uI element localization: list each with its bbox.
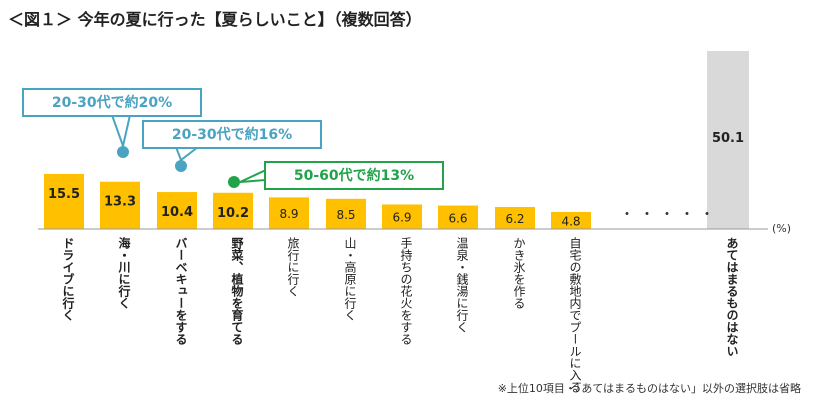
bar-4 <box>269 197 309 229</box>
category-label-1: 海・川に行く <box>117 236 131 309</box>
category-label-4: 旅行に行く <box>286 237 300 297</box>
callout-pointer-0 <box>110 114 132 150</box>
callout-dot-0 <box>117 146 129 158</box>
category-label-5: 山・高原に行く <box>343 237 357 321</box>
category-label-8: かき氷を作る <box>512 237 526 309</box>
bar-5 <box>326 198 366 229</box>
bar-8 <box>495 206 535 229</box>
ellipsis: ・・・・・ <box>620 207 720 223</box>
value-label-2: 10.4 <box>161 205 193 220</box>
category-label-6: 手持ちの花火をする <box>399 237 413 345</box>
bar-6 <box>382 204 422 229</box>
bar-3 <box>213 192 253 229</box>
callout-vegetables-20-30: 20-30代で約16% <box>142 120 322 149</box>
category-label-10: あてはまるものはない <box>725 237 739 357</box>
category-label-0: ドライブに行く <box>61 237 75 321</box>
category-label-3: 野菜、植物を育てる <box>230 237 244 345</box>
value-label-5: 8.5 <box>336 208 355 222</box>
callout-pointer-2 <box>239 168 267 183</box>
value-label-3: 10.2 <box>217 206 249 221</box>
category-label-9: 自宅の敷地内でプールに入る <box>568 237 582 393</box>
value-label-0: 15.5 <box>48 187 80 202</box>
value-label-7: 6.6 <box>448 211 467 225</box>
chart-title: ＜図１＞ 今年の夏に行った【夏らしいこと】（複数回答） <box>8 10 422 29</box>
category-label-7: 温泉・銭湯に行く <box>455 237 469 333</box>
callout-gardening-50-60: 50-60代で約13% <box>264 161 444 190</box>
value-label-6: 6.9 <box>392 211 411 225</box>
value-label-4: 8.9 <box>279 207 298 221</box>
bar-10 <box>707 51 749 229</box>
callout-dot-1 <box>175 160 187 172</box>
footnote: ※上位10項目・「あてはまるものはない」以外の選択肢は省略 <box>497 382 801 395</box>
bar-7 <box>438 205 478 229</box>
value-label-1: 13.3 <box>104 195 136 210</box>
bar-2 <box>157 192 197 229</box>
value-label-8: 6.2 <box>505 212 524 226</box>
unit-label: (%) <box>772 222 792 235</box>
value-label-10: 50.1 <box>712 131 744 146</box>
bar-0 <box>44 173 84 229</box>
callout-dot-2 <box>228 176 240 188</box>
callout-bbq-20-30: 20-30代で約20% <box>22 88 202 117</box>
value-label-9: 4.8 <box>561 214 580 228</box>
bar-1 <box>100 181 140 229</box>
bar-9 <box>551 211 591 229</box>
category-label-2: バーベキューをする <box>174 237 188 345</box>
